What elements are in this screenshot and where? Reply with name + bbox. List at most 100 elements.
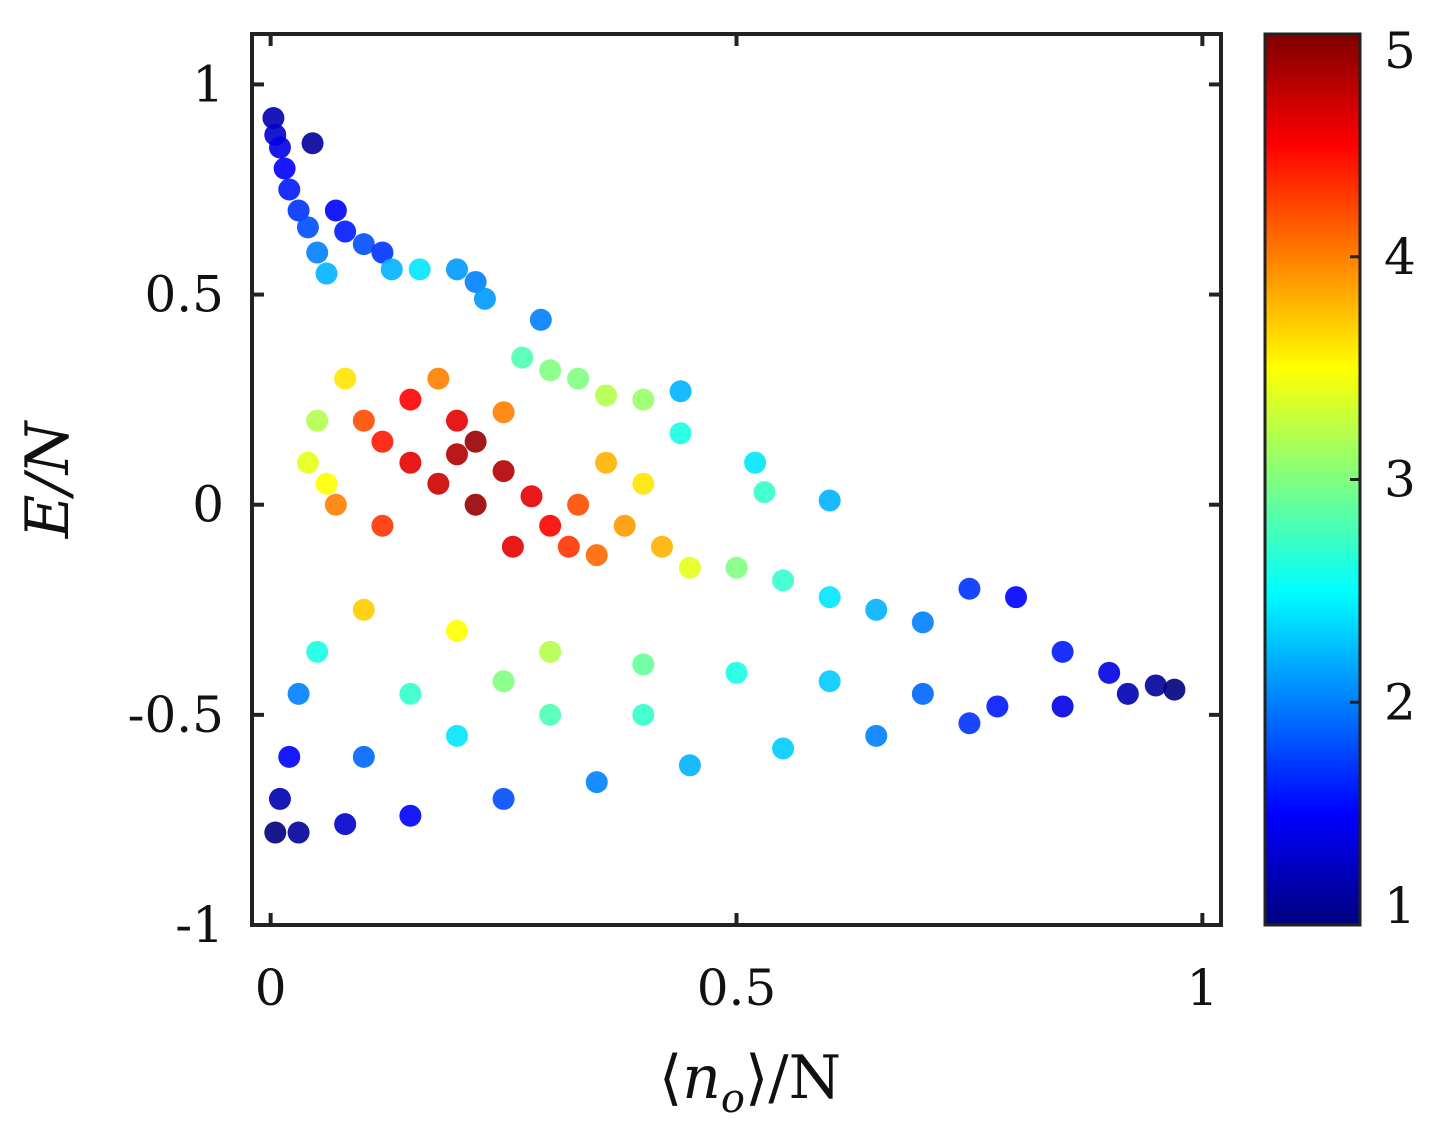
scatter-point xyxy=(492,460,515,483)
scatter-point xyxy=(287,199,310,222)
scatter-point xyxy=(445,724,468,747)
scatter-point xyxy=(399,682,422,705)
colorbar-tick-label: 5 xyxy=(1384,22,1416,80)
scatter-point xyxy=(427,472,450,495)
scatter-point xyxy=(595,451,618,474)
scatter-point xyxy=(473,287,496,310)
scatter-point xyxy=(1163,678,1186,701)
scatter-point xyxy=(772,737,795,760)
y-tick-label: 1 xyxy=(192,55,224,113)
y-tick-label: 0 xyxy=(192,476,224,534)
scatter-point xyxy=(301,132,324,155)
scatter-point xyxy=(725,556,748,579)
x-axis-label: ⟨no⟩/N xyxy=(659,1043,841,1122)
x-axis-ticks: 0 0.5 1 xyxy=(255,34,1218,1017)
scatter-point xyxy=(334,367,357,390)
scatter-point xyxy=(492,787,515,810)
scatter-point xyxy=(539,359,562,382)
scatter-point xyxy=(1051,695,1074,718)
y-axis-label: E/N xyxy=(13,419,83,539)
x-axis-label-sub: o xyxy=(721,1076,745,1122)
scatter-point xyxy=(595,384,618,407)
scatter-point xyxy=(445,258,468,281)
scatter-point xyxy=(492,670,515,693)
scatter-point xyxy=(539,703,562,726)
scatter-point xyxy=(492,401,515,424)
scatter-point xyxy=(539,514,562,537)
plot-frame xyxy=(250,32,1223,927)
x-axis-label-var: n xyxy=(682,1043,721,1113)
scatter-point xyxy=(1098,661,1121,684)
x-tick-label: 0 xyxy=(255,959,287,1017)
scatter-point xyxy=(278,178,301,201)
scatter-point xyxy=(557,535,580,558)
scatter-point xyxy=(399,451,422,474)
scatter-point xyxy=(865,598,888,621)
scatter-point xyxy=(287,821,310,844)
scatter-point xyxy=(371,514,394,537)
scatter-point xyxy=(380,258,403,281)
scatter-point xyxy=(315,472,338,495)
x-axis-label-close: ⟩/N xyxy=(745,1043,841,1113)
scatter-point xyxy=(464,493,487,516)
scatter-point xyxy=(744,451,767,474)
x-tick-label: 1 xyxy=(1186,959,1218,1017)
scatter-point xyxy=(1116,682,1139,705)
scatter-points xyxy=(262,107,1186,844)
scatter-point xyxy=(296,216,319,239)
scatter-point xyxy=(464,430,487,453)
scatter-point xyxy=(520,485,543,508)
scatter-point xyxy=(371,241,394,264)
scatter-point xyxy=(268,787,291,810)
scatter-point xyxy=(632,653,655,676)
colorbar-tick-label: 4 xyxy=(1384,228,1416,286)
scatter-point xyxy=(632,388,655,411)
scatter-point xyxy=(287,682,310,705)
scatter-point xyxy=(865,724,888,747)
scatter-point xyxy=(445,443,468,466)
scatter-point xyxy=(986,695,1009,718)
scatter-point xyxy=(678,556,701,579)
scatter-point xyxy=(273,157,296,180)
scatter-point xyxy=(585,771,608,794)
colorbar-tick-label: 2 xyxy=(1384,673,1416,731)
scatter-point xyxy=(334,813,357,836)
scatter-point xyxy=(511,346,534,369)
scatter-point xyxy=(753,481,776,504)
scatter-point xyxy=(613,514,636,537)
scatter-point xyxy=(1144,674,1167,697)
scatter-point xyxy=(352,745,375,768)
scatter-point xyxy=(669,380,692,403)
scatter-point xyxy=(958,577,981,600)
scatter-point xyxy=(399,804,422,827)
scatter-point xyxy=(352,598,375,621)
scatter-point xyxy=(725,661,748,684)
x-tick-label: 0.5 xyxy=(697,959,777,1017)
scatter-point xyxy=(911,611,934,634)
scatter-point xyxy=(306,640,329,663)
colorbar-ticks: 1 2 3 4 5 xyxy=(1350,22,1416,935)
scatter-point xyxy=(818,670,841,693)
scatter-point xyxy=(352,409,375,432)
scatter-point xyxy=(324,199,347,222)
y-tick-label: -0.5 xyxy=(128,686,224,744)
scatter-point xyxy=(334,220,357,243)
scatter-point xyxy=(264,821,287,844)
scatter-point xyxy=(464,270,487,293)
scatter-point xyxy=(399,388,422,411)
scatter-point xyxy=(278,745,301,768)
scatter-point xyxy=(268,136,291,159)
scatter-point xyxy=(315,262,338,285)
scatter-point xyxy=(445,409,468,432)
scatter-point xyxy=(352,233,375,256)
scatter-point xyxy=(669,422,692,445)
scatter-point xyxy=(427,367,450,390)
y-tick-label: -1 xyxy=(175,896,224,954)
x-axis-label-open: ⟨ xyxy=(659,1043,682,1113)
colorbar-tick-label: 3 xyxy=(1384,451,1416,509)
scatter-point xyxy=(306,409,329,432)
colorbar-tick-label: 1 xyxy=(1384,877,1416,935)
scatter-point xyxy=(296,451,319,474)
scatter-point xyxy=(632,703,655,726)
